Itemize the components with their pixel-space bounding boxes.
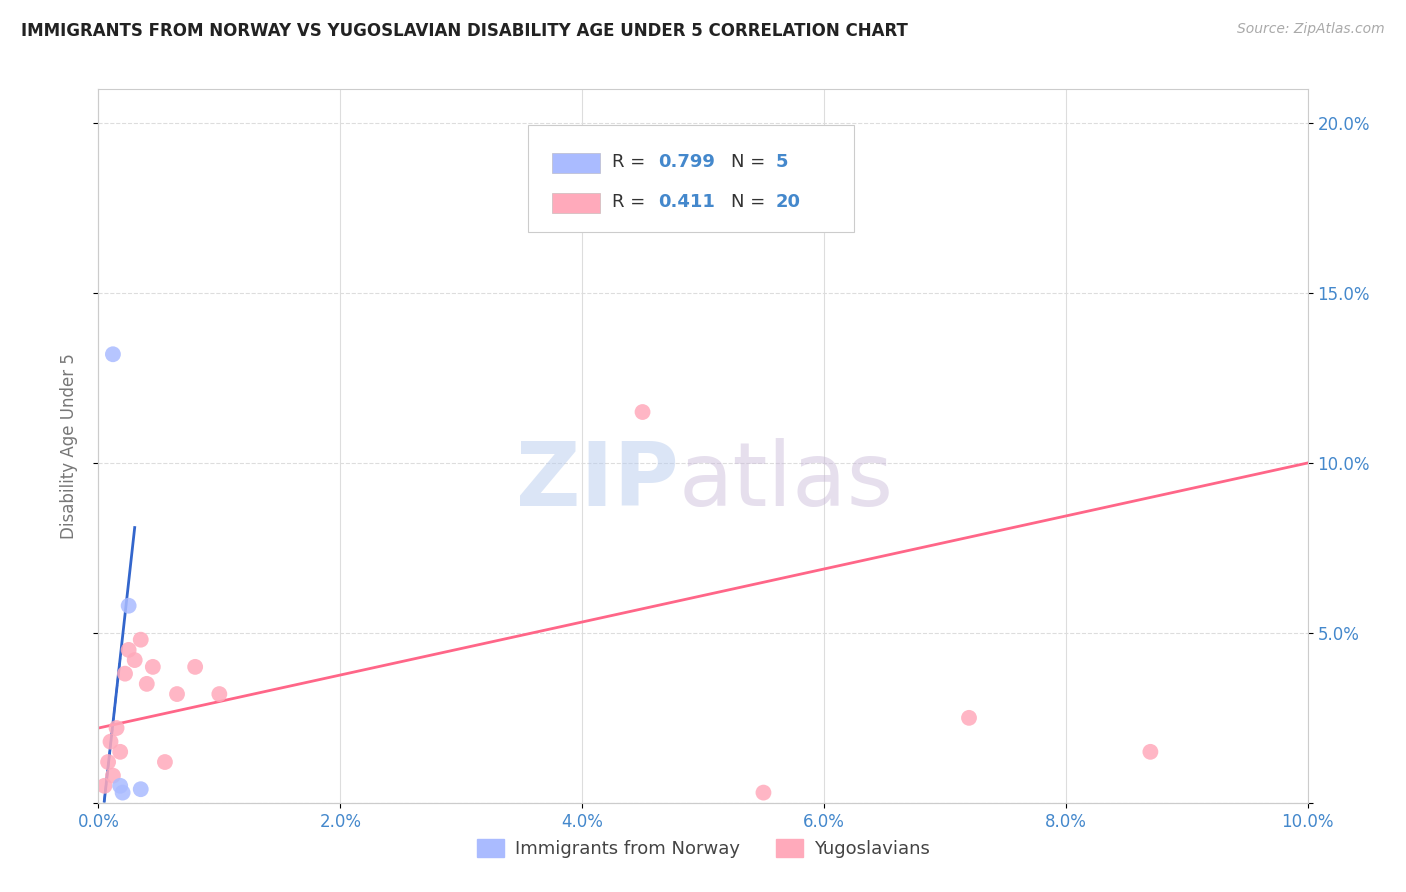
Text: ZIP: ZIP <box>516 438 679 525</box>
Point <box>97 755 120 769</box>
Point <box>153 755 176 769</box>
Point <box>631 405 654 419</box>
Legend: Immigrants from Norway, Yugoslavians: Immigrants from Norway, Yugoslavians <box>470 831 936 865</box>
Point <box>184 660 207 674</box>
Point <box>114 666 136 681</box>
Point <box>957 711 980 725</box>
Text: 0.799: 0.799 <box>658 153 716 171</box>
Point <box>124 653 146 667</box>
Point <box>111 786 134 800</box>
Text: N =: N = <box>731 193 770 211</box>
Text: IMMIGRANTS FROM NORWAY VS YUGOSLAVIAN DISABILITY AGE UNDER 5 CORRELATION CHART: IMMIGRANTS FROM NORWAY VS YUGOSLAVIAN DI… <box>21 22 908 40</box>
Text: R =: R = <box>613 153 651 171</box>
Point <box>105 721 128 735</box>
Point <box>108 745 131 759</box>
Text: R =: R = <box>613 193 651 211</box>
Y-axis label: Disability Age Under 5: Disability Age Under 5 <box>59 353 77 539</box>
Point <box>208 687 231 701</box>
Point <box>108 779 131 793</box>
Text: Source: ZipAtlas.com: Source: ZipAtlas.com <box>1237 22 1385 37</box>
Point <box>166 687 188 701</box>
Point <box>93 779 115 793</box>
Point <box>100 734 122 748</box>
Point <box>118 643 141 657</box>
FancyBboxPatch shape <box>527 125 855 232</box>
Text: atlas: atlas <box>679 438 894 525</box>
Point <box>129 632 152 647</box>
Text: N =: N = <box>731 153 770 171</box>
Point <box>1139 745 1161 759</box>
Point <box>752 786 775 800</box>
FancyBboxPatch shape <box>551 153 600 173</box>
Point <box>118 599 141 613</box>
Text: 20: 20 <box>776 193 800 211</box>
Point <box>101 347 124 361</box>
FancyBboxPatch shape <box>551 193 600 212</box>
Text: 0.411: 0.411 <box>658 193 716 211</box>
Point <box>135 677 157 691</box>
Point <box>129 782 152 797</box>
Text: 5: 5 <box>776 153 787 171</box>
Point <box>101 769 124 783</box>
Point <box>142 660 165 674</box>
